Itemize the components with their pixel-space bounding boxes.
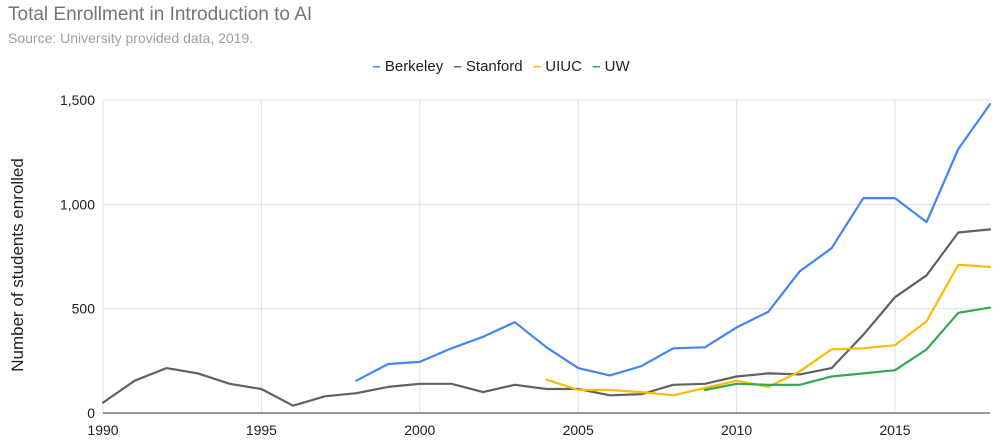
legend-label-stanford: Stanford [465, 58, 523, 75]
legend-label-berkeley: Berkeley [384, 58, 444, 75]
legend: – Berkeley – Stanford – UIUC – UW [0, 58, 1002, 75]
x-tick-label: 2015 [879, 422, 910, 438]
y-tick-label: 0 [87, 405, 95, 421]
x-tick-label: 1990 [87, 422, 118, 438]
legend-swatch-uiuc: – [532, 58, 542, 75]
x-tick-label: 1995 [246, 422, 277, 438]
grid [102, 99, 990, 414]
x-tick-label: 2005 [563, 422, 594, 438]
series-line-uw[interactable] [703, 306, 992, 392]
x-tick-label: 2010 [721, 422, 752, 438]
legend-swatch-uw: – [592, 58, 601, 75]
legend-swatch-stanford: – [453, 58, 462, 75]
legend-item-stanford[interactable]: – Stanford [453, 58, 522, 75]
series-line-uiuc[interactable] [545, 263, 992, 397]
series-line-stanford[interactable] [101, 228, 992, 407]
legend-item-uw[interactable]: – UW [592, 58, 630, 75]
legend-label-uiuc: UIUC [545, 58, 582, 75]
y-tick-label: 1,500 [60, 92, 95, 108]
legend-swatch-berkeley: – [372, 58, 381, 75]
legend-item-uiuc[interactable]: – UIUC [533, 58, 582, 75]
series-line-berkeley[interactable] [355, 103, 992, 382]
x-tick-label: 2000 [404, 422, 435, 438]
series-lines [101, 103, 992, 407]
y-tick-label: 500 [72, 301, 96, 317]
legend-item-berkeley[interactable]: – Berkeley [372, 58, 443, 75]
chart-subtitle: Source: University provided data, 2019. [8, 30, 254, 46]
y-tick-label: 1,000 [60, 196, 95, 212]
legend-label-uw: UW [604, 58, 630, 75]
tick-labels: 0 500 1,000 1,500 1990 1995 2000 2005 2010 2015 [60, 92, 911, 438]
chart-title: Total Enrollment in Introduction to AI [8, 4, 313, 25]
